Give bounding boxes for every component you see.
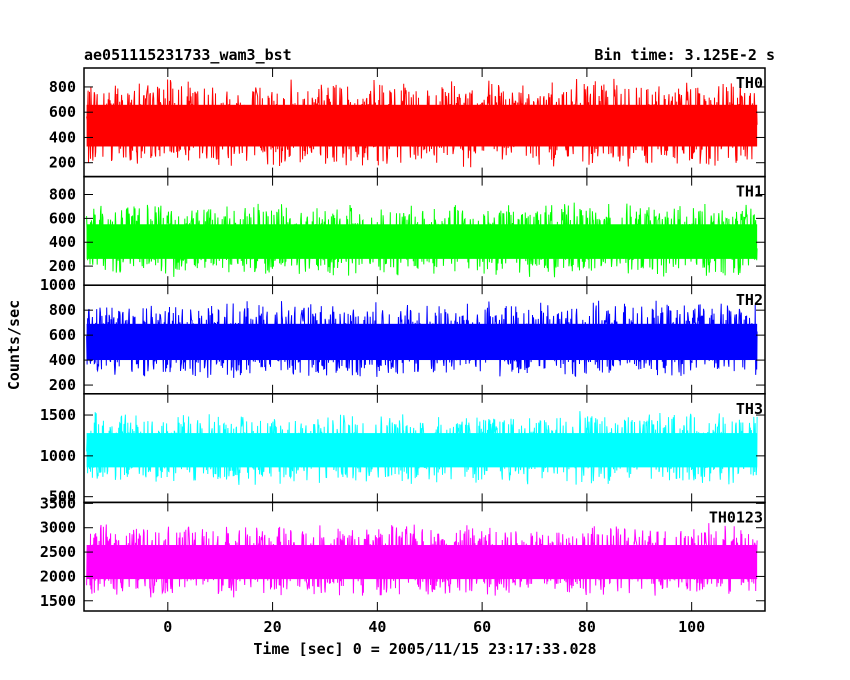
y-tick-label-th3: 500 (49, 488, 76, 506)
series-line-th3 (86, 411, 758, 485)
bin-time-label: Bin time: 3.125E-2 s (594, 46, 775, 64)
y-tick-label-th0: 800 (49, 78, 76, 96)
series-line-th0 (86, 78, 758, 168)
y-tick-label-th0123: 2500 (40, 543, 76, 561)
x-tick-label: 40 (368, 618, 386, 636)
panel-th0: 200 400 600 800 TH0 (49, 67, 766, 178)
y-tick-label-th2: 200 (49, 376, 76, 394)
y-tick-label-th0123: 1500 (40, 592, 76, 610)
y-tick-label-th0: 200 (49, 154, 76, 172)
panels-group: 200 400 600 800 TH0 200 400 600 800 TH1 200 400 600 8… (40, 67, 766, 612)
y-tick-label-th2: 400 (49, 351, 76, 369)
x-axis-label: Time [sec] 0 = 2005/11/15 23:17:33.028 (253, 640, 596, 658)
y-tick-label-th3: 1000 (40, 447, 76, 465)
x-tick-label: 60 (473, 618, 491, 636)
y-tick-label-th1: 600 (49, 209, 76, 227)
y-axis-label: Counts/sec (5, 300, 23, 390)
y-tick-label-th0123: 2000 (40, 567, 76, 585)
panel-frame-th0123 (83, 501, 766, 612)
y-tick-label-th1: 200 (49, 257, 76, 275)
y-tick-label-th2: 800 (49, 301, 76, 319)
y-tick-label-th0123: 3500 (40, 494, 76, 512)
series-label-th0123: TH0123 (709, 508, 763, 526)
x-tick-label: 80 (578, 618, 596, 636)
y-tick-label-th0123: 3000 (40, 519, 76, 537)
y-tick-label-th2: 600 (49, 326, 76, 344)
series-label-th1: TH1 (736, 183, 763, 201)
series-line-th0123 (86, 523, 758, 598)
y-tick-label-th1: 400 (49, 233, 76, 251)
y-tick-label-th0: 600 (49, 103, 76, 121)
y-tick-label-th0: 400 (49, 128, 76, 146)
x-tick-label: 100 (678, 618, 705, 636)
plot-title: ae051115231733_wam3_bst (84, 46, 292, 64)
panel-th3: 500 1000 1500 TH3 (40, 393, 766, 506)
x-tick-label: 20 (264, 618, 282, 636)
panel-th0123: 1500 2000 2500 3000 3500 TH0123 (40, 494, 766, 612)
x-tick-label: 0 (163, 618, 172, 636)
y-tick-label-th3: 1500 (40, 406, 76, 424)
series-label-th2: TH2 (736, 291, 763, 309)
y-tick-label-th2: 1000 (40, 276, 76, 294)
series-line-th2 (86, 300, 758, 378)
series-label-th3: TH3 (736, 400, 763, 418)
panel-th1: 200 400 600 800 TH1 (49, 175, 766, 286)
series-line-th1 (86, 202, 758, 278)
panel-th2: 200 400 600 800 1000 TH2 (40, 276, 766, 395)
series-label-th0: TH0 (736, 74, 763, 92)
x-axis: 0 20 40 60 80 100 (163, 618, 705, 636)
y-tick-label-th1: 800 (49, 186, 76, 204)
